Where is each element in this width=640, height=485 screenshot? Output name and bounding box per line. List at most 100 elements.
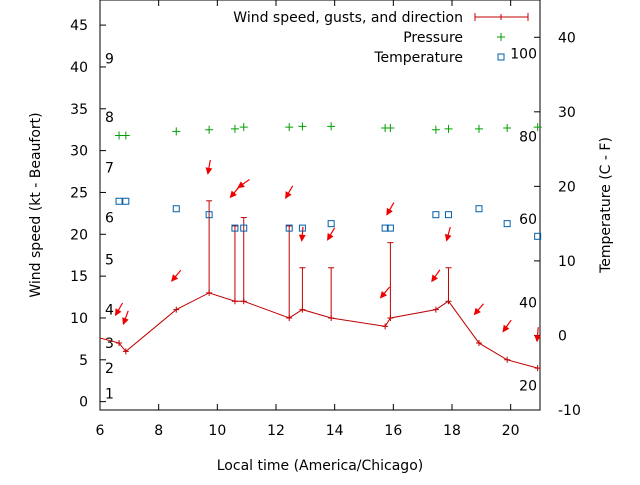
pressure-point — [444, 124, 453, 133]
wind-direction-arrow — [534, 327, 541, 343]
y2-tick-label: -10 — [558, 403, 581, 419]
pressure-point — [285, 123, 294, 132]
wind-arrow-head — [229, 190, 237, 199]
wind-direction-arrow — [285, 185, 294, 199]
temperature-point — [444, 211, 452, 219]
pressure-point — [121, 131, 130, 140]
wind-direction-arrow — [171, 269, 182, 282]
x-axis-title: Local time (America/Chicago) — [217, 458, 423, 474]
wind-speed-point — [504, 356, 511, 363]
y-tick-label: 0 — [79, 395, 88, 411]
fahrenheit-label: 100 — [510, 47, 537, 63]
beaufort-label: 7 — [105, 160, 114, 176]
y2-axis-title: Temperature (C - F) — [598, 137, 614, 274]
wind-speed-point — [445, 298, 452, 305]
pressure-point — [239, 123, 248, 132]
wind-speed-point — [122, 348, 129, 355]
wind-direction-arrow — [237, 179, 250, 189]
temperature-point — [503, 220, 511, 228]
wind-arrow-head — [386, 207, 393, 216]
y2-tick-label: 10 — [558, 254, 576, 270]
fahrenheit-label: 60 — [519, 212, 537, 228]
wind-direction-arrow — [114, 302, 124, 317]
x-tick-label: 10 — [208, 423, 226, 439]
temperature-point — [205, 211, 213, 219]
wind-direction-arrow — [431, 269, 441, 283]
y-tick-label: 10 — [70, 311, 88, 327]
wind-speed-line — [99, 292, 538, 369]
legend-label: Temperature — [373, 50, 463, 66]
beaufort-label: 2 — [105, 361, 114, 377]
y2-tick-label: 0 — [558, 328, 567, 344]
y-tick-label: 45 — [70, 18, 88, 34]
wind-arrow-head — [327, 233, 334, 241]
wind-speed-point — [286, 314, 293, 321]
y-tick-label: 5 — [79, 353, 88, 369]
pressure-point — [431, 125, 440, 134]
pressure-point — [298, 122, 307, 131]
temperature-point — [298, 224, 306, 232]
wind-speed-point — [387, 314, 394, 321]
beaufort-label: 1 — [105, 386, 114, 402]
legend-label: Wind speed, gusts, and direction — [233, 10, 463, 26]
y-tick-label: 20 — [70, 227, 88, 243]
y-tick-label: 15 — [70, 269, 88, 285]
wind-direction-arrow — [122, 310, 129, 326]
wind-arrow-head — [534, 334, 541, 343]
legend-errorbar-marker — [498, 14, 504, 20]
temperature-point — [285, 224, 293, 232]
wind-speed-point — [206, 289, 213, 296]
x-tick-label: 14 — [326, 423, 344, 439]
wind-speed-point — [328, 314, 335, 321]
temperature-point — [327, 220, 335, 228]
pressure-point — [230, 124, 239, 133]
wind-arrow-head — [114, 308, 122, 317]
x-tick-label: 20 — [502, 423, 520, 439]
y-axis-title: Wind speed (kt - Beaufort) — [28, 112, 44, 297]
wind-speed-point — [382, 323, 389, 330]
pressure-point — [205, 125, 214, 134]
y2-tick-label: 30 — [558, 105, 576, 121]
fahrenheit-label: 20 — [519, 378, 537, 394]
fahrenheit-label: 40 — [519, 296, 537, 312]
pressure-point — [172, 127, 181, 136]
temperature-point — [231, 224, 239, 232]
y2-tick-label: 20 — [558, 179, 576, 195]
temperature-point — [115, 197, 123, 205]
wind-direction-arrow — [386, 202, 395, 216]
pressure-point — [386, 124, 395, 133]
y-tick-label: 30 — [70, 144, 88, 160]
legend-square-marker — [497, 53, 505, 61]
temperature-point — [475, 205, 483, 213]
temperature-point — [432, 211, 440, 219]
wind-arrow-head — [379, 290, 388, 299]
temperature-point — [172, 205, 180, 213]
wind-arrow-head — [122, 317, 129, 326]
beaufort-label: 8 — [105, 110, 114, 126]
wind-direction-arrow — [327, 227, 336, 241]
wind-speed-point — [240, 298, 247, 305]
wind-direction-arrow — [444, 226, 452, 242]
fahrenheit-label: 80 — [519, 129, 537, 145]
y-tick-label: 25 — [70, 185, 88, 201]
wind-speed-point — [475, 340, 482, 347]
x-tick-label: 12 — [267, 423, 285, 439]
pressure-point — [115, 131, 124, 140]
pressure-point — [503, 124, 512, 133]
wind-arrow-head — [431, 274, 439, 283]
temperature-point — [240, 224, 248, 232]
wind-speed-point — [173, 306, 180, 313]
beaufort-label: 6 — [105, 211, 114, 227]
wind-speed-point — [432, 306, 439, 313]
beaufort-label: 3 — [105, 336, 114, 352]
wind-speed-point — [116, 340, 123, 347]
wind-arrow-head — [237, 181, 245, 189]
wind-direction-arrow — [205, 159, 213, 175]
x-tick-label: 8 — [154, 423, 163, 439]
x-tick-label: 16 — [384, 423, 402, 439]
wind-direction-arrow — [298, 226, 306, 242]
wind-arrow-head — [285, 191, 292, 199]
temperature-point — [386, 224, 394, 232]
wind-direction-arrow — [229, 186, 240, 199]
wind-arrow-head — [298, 234, 306, 242]
